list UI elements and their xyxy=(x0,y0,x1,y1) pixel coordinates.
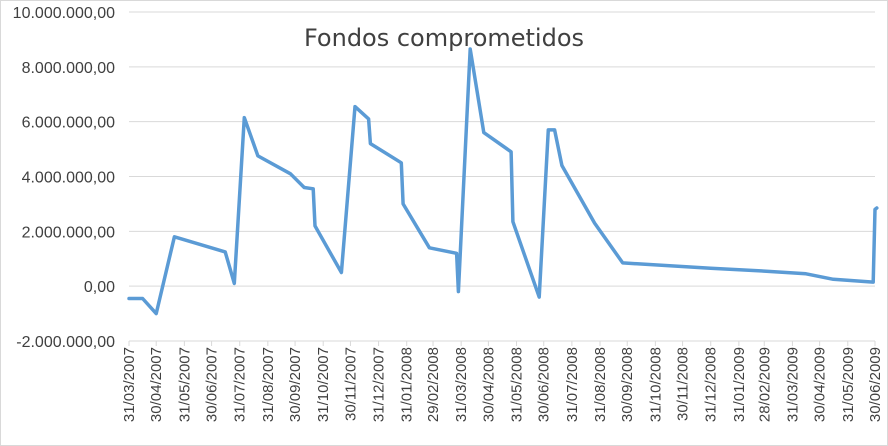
x-tick-label: 30/04/2009 xyxy=(812,347,829,422)
x-tick-label: 31/07/2008 xyxy=(564,347,581,422)
x-tick-label: 31/05/2009 xyxy=(840,347,857,422)
gridlines xyxy=(129,11,875,342)
x-tick-label: 31/03/2008 xyxy=(453,347,470,422)
x-axis-tick-labels: 31/03/2007 30/04/2007 31/05/2007 30/06/2007… xyxy=(121,341,884,422)
x-tick-label: 30/09/2007 xyxy=(287,347,304,422)
x-tick-label: 30/06/2008 xyxy=(536,347,553,422)
x-tick-label: 31/01/2008 xyxy=(399,347,416,422)
y-axis-tick-labels: -2.000.000,00 0,00 2.000.000,00 4.000.000,0… xyxy=(13,5,115,351)
x-tick-label: 29/02/2008 xyxy=(425,347,442,422)
x-tick-label: 31/03/2007 xyxy=(121,347,138,422)
y-tick-label: 2.000.000,00 xyxy=(22,224,116,241)
x-tick-label: 30/04/2008 xyxy=(480,347,497,422)
series-line xyxy=(127,47,879,316)
y-tick-label: 10.000.000,00 xyxy=(13,5,115,22)
y-tick-label: 6.000.000,00 xyxy=(22,115,116,132)
x-tick-label: 31/08/2008 xyxy=(592,347,609,422)
y-tick-label: 4.000.000,00 xyxy=(22,170,116,187)
y-tick-label: -2.000.000,00 xyxy=(16,334,115,351)
x-tick-label: 30/11/2007 xyxy=(342,347,359,421)
x-tick-label: 31/10/2007 xyxy=(315,347,332,422)
x-tick-label: 30/06/2009 xyxy=(867,347,884,422)
x-tick-label: 31/10/2008 xyxy=(647,347,664,422)
x-tick-label: 31/03/2009 xyxy=(784,347,801,422)
x-tick-label: 31/01/2009 xyxy=(731,347,748,422)
x-tick-label: 31/12/2007 xyxy=(371,347,388,422)
x-tick-label: 31/12/2008 xyxy=(703,347,720,422)
x-tick-label: 30/09/2008 xyxy=(619,347,636,422)
x-tick-label: 30/11/2008 xyxy=(675,347,692,421)
x-tick-label: 31/07/2007 xyxy=(232,347,249,422)
chart-title: Fondos comprometidos xyxy=(304,24,584,52)
y-tick-label: 0,00 xyxy=(84,279,115,296)
series-layer xyxy=(127,47,879,316)
x-tick-label: 28/02/2009 xyxy=(756,347,773,422)
x-tick-label: 31/08/2007 xyxy=(260,347,277,422)
x-tick-label: 31/05/2008 xyxy=(509,347,526,422)
x-tick-label: 30/06/2007 xyxy=(204,347,221,422)
y-tick-label: 8.000.000,00 xyxy=(22,60,116,77)
x-tick-label: 30/04/2007 xyxy=(148,347,165,422)
x-tick-label: 31/05/2007 xyxy=(176,347,193,422)
